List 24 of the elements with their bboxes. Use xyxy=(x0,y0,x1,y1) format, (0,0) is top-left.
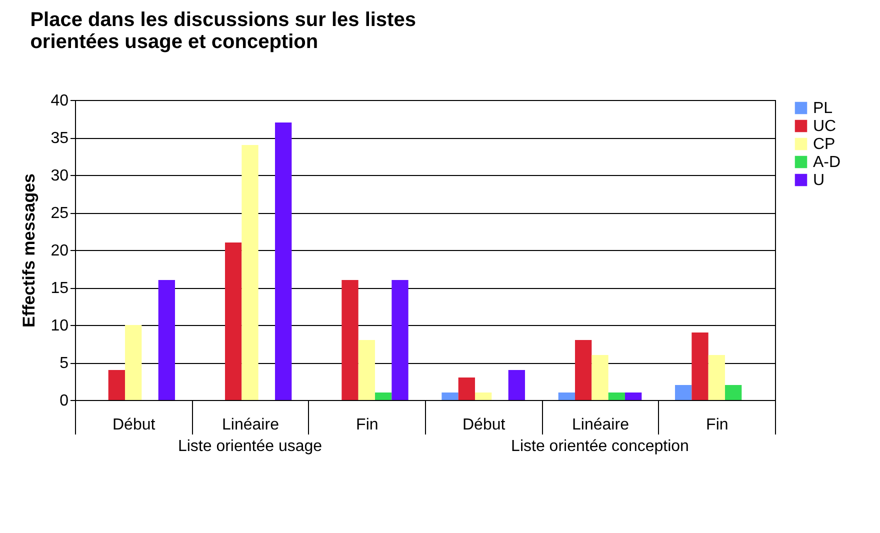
x-tick-label: Début xyxy=(112,416,156,434)
y-tick-label: 25 xyxy=(50,205,69,222)
y-axis-title: Effectifs messages xyxy=(20,173,39,328)
y-tick-label: 40 xyxy=(50,92,69,110)
legend-label: PL xyxy=(813,100,833,117)
y-tick-label: 35 xyxy=(50,130,69,147)
chart-title: Place dans les discussions sur les listes orientées usage et conception xyxy=(30,9,416,53)
text: Liste orientée conception xyxy=(511,438,689,455)
legend-label: A-D xyxy=(813,154,841,171)
y-tick-label: 10 xyxy=(50,318,69,334)
x-tick-label: Fin xyxy=(356,416,378,434)
legend-label: U xyxy=(813,172,825,189)
y-tick-label: 15 xyxy=(50,280,69,297)
x-tick-label: Linéaire xyxy=(222,416,280,434)
legend-label: CP xyxy=(813,136,836,153)
x-tick-label: Début xyxy=(462,416,506,434)
y-tick-label: 30 xyxy=(50,168,69,184)
y-tick-label: 0 xyxy=(60,392,69,410)
y-tick-label: 20 xyxy=(50,242,69,260)
y-tick-label: 5 xyxy=(60,355,69,372)
x-tick-label: Linéaire xyxy=(572,416,630,434)
legend-label: UC xyxy=(813,118,836,135)
x-tick-label: Fin xyxy=(706,416,728,434)
text: Liste orientée usage xyxy=(178,438,322,455)
